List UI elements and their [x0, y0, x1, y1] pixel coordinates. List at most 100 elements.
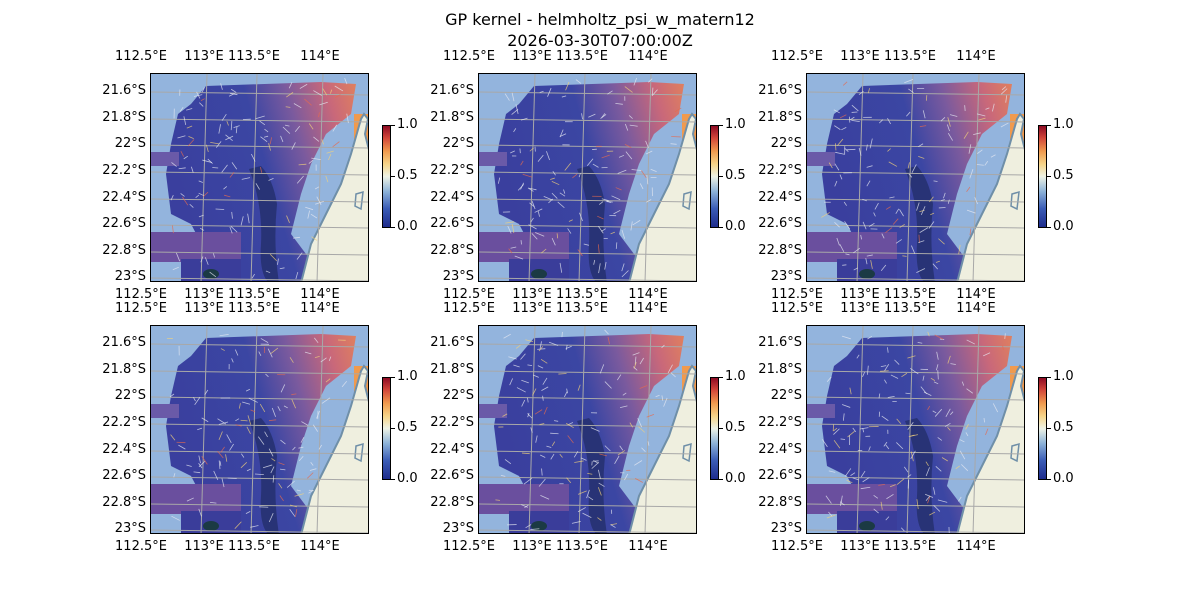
current-vector	[561, 331, 563, 338]
current-vector	[520, 160, 524, 166]
map-canvas	[479, 326, 696, 533]
current-vector	[846, 480, 853, 484]
current-vector	[938, 238, 945, 245]
current-vector	[887, 148, 891, 152]
current-vector	[630, 221, 633, 231]
current-vector	[516, 387, 526, 393]
current-vector	[920, 386, 928, 395]
colorbar-tick	[1047, 428, 1051, 429]
current-vector	[637, 418, 643, 428]
current-vector	[344, 77, 348, 85]
lon-tick-label-bottom: 112.5°E	[771, 287, 823, 302]
current-vector	[957, 496, 962, 502]
current-vector	[546, 151, 550, 161]
current-vector	[520, 117, 528, 121]
current-vector	[937, 370, 939, 380]
current-vector	[667, 364, 673, 374]
gridline-lat	[479, 118, 696, 123]
current-vector	[834, 163, 840, 171]
current-vector	[200, 256, 204, 263]
current-vector	[282, 126, 291, 134]
figure-title-line1: GP kernel - helmholtz_psi_w_matern12	[445, 10, 755, 29]
current-vector	[610, 524, 616, 528]
current-vector	[552, 170, 556, 176]
colorbar-tick-label: 0.0	[1053, 471, 1074, 486]
current-vector	[880, 264, 887, 271]
island	[354, 190, 364, 211]
lat-tick-label: 23°S	[114, 521, 146, 536]
current-vector	[947, 199, 950, 204]
current-vector	[828, 511, 833, 517]
current-vector	[577, 490, 587, 495]
current-vector	[992, 103, 995, 112]
lon-tick-label-top: 113.5°E	[556, 301, 608, 316]
map-canvas	[807, 326, 1024, 533]
current-vector	[927, 331, 930, 337]
current-vector	[867, 88, 870, 94]
current-vector	[242, 401, 251, 405]
current-vector	[887, 347, 889, 353]
current-vector	[661, 344, 665, 349]
current-vector	[920, 206, 926, 216]
lon-tick-label-top: 112.5°E	[115, 49, 167, 64]
current-vector	[965, 432, 969, 437]
current-vector	[226, 434, 232, 443]
current-vector	[880, 365, 887, 368]
current-vector	[213, 253, 215, 258]
current-vector	[548, 341, 559, 346]
current-vector	[231, 162, 238, 170]
field-patch	[807, 232, 897, 262]
current-vector	[231, 211, 233, 219]
current-vector	[932, 263, 938, 270]
current-vector	[624, 143, 632, 148]
colorbar-tick-label: 1.0	[725, 117, 746, 132]
current-vector	[930, 377, 936, 381]
current-vector	[200, 98, 205, 102]
current-vector	[250, 409, 256, 413]
colorbar-tick-label: 1.0	[1053, 369, 1074, 384]
colorbar-tick-label: 0.5	[1053, 168, 1074, 183]
current-vector	[235, 418, 240, 422]
gridline-lat	[151, 198, 368, 203]
current-vector	[535, 232, 545, 237]
current-vector	[180, 151, 185, 157]
current-vector	[611, 195, 621, 201]
current-vector	[267, 348, 273, 358]
current-vector	[849, 116, 855, 121]
current-vector	[841, 404, 851, 408]
current-vector	[255, 115, 265, 120]
dark-channel	[249, 418, 279, 533]
lat-tick-label: 21.6°S	[102, 335, 146, 350]
current-vector	[867, 335, 873, 340]
current-vector	[632, 352, 640, 356]
current-vector	[527, 187, 534, 192]
colorbar-tick	[719, 428, 723, 429]
current-vector	[867, 365, 869, 375]
current-vector	[507, 225, 512, 234]
current-vector	[557, 201, 565, 209]
lat-tick-label: 22.8°S	[758, 243, 802, 258]
current-vector	[599, 364, 605, 374]
current-vector	[604, 262, 607, 270]
current-vector	[955, 465, 960, 470]
current-vector	[564, 162, 572, 171]
current-vector	[961, 381, 965, 386]
current-vector	[844, 468, 852, 477]
gridline-lon	[856, 326, 864, 533]
colorbar-tick	[1047, 377, 1051, 378]
current-vector	[250, 153, 256, 162]
current-vector	[289, 357, 294, 363]
lon-tick-label-top: 113°E	[512, 301, 552, 316]
current-vector	[201, 417, 209, 423]
current-vector	[617, 169, 627, 174]
current-vector	[922, 110, 926, 119]
gridline-lat	[479, 343, 696, 348]
current-vector	[201, 456, 208, 465]
current-vector	[537, 154, 544, 162]
current-vector	[839, 114, 847, 119]
current-vector	[927, 405, 931, 411]
current-vector	[271, 407, 276, 417]
colorbar-tick	[719, 377, 723, 378]
current-vector	[903, 466, 909, 473]
colorbar-tick	[391, 125, 395, 126]
